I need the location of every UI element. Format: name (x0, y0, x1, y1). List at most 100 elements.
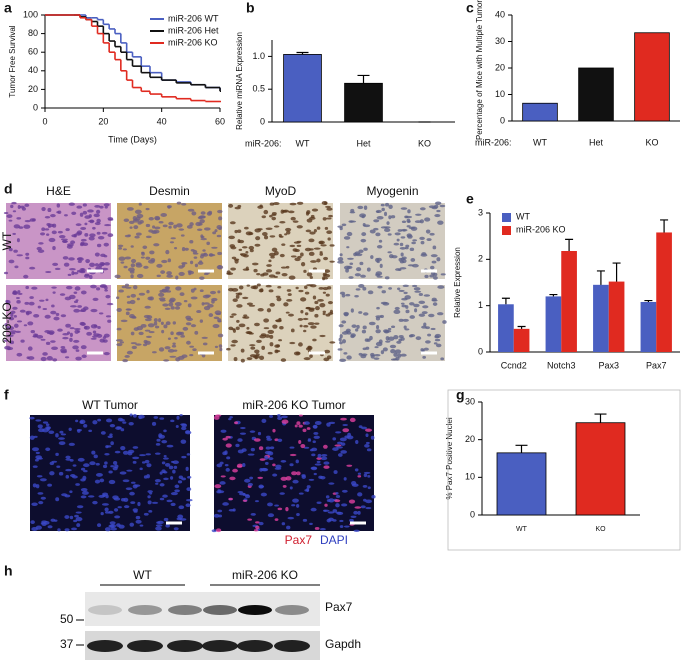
nucleus (280, 459, 287, 463)
nucleus (384, 329, 392, 333)
nucleus (176, 223, 183, 228)
nucleus (346, 231, 353, 237)
nucleus (303, 357, 311, 361)
nucleus (294, 248, 300, 253)
x-tick-label: KO (418, 138, 431, 148)
protein-label: Pax7 (325, 600, 353, 614)
nucleus (268, 289, 274, 293)
nucleus (289, 463, 294, 467)
nucleus (42, 307, 48, 310)
nucleus (245, 231, 253, 236)
nucleus (440, 357, 445, 361)
nucleus (130, 501, 136, 504)
nucleus (29, 435, 35, 440)
nucleus (189, 354, 194, 357)
nucleus (229, 416, 233, 419)
image-title: miR-206 KO Tumor (242, 398, 345, 412)
nucleus (254, 322, 260, 327)
nucleus (267, 329, 275, 334)
nucleus (302, 428, 307, 433)
nucleus (433, 276, 438, 280)
nucleus (373, 353, 381, 357)
column-label: MyoD (265, 184, 297, 198)
marker-label: 50 (60, 612, 74, 626)
nucleus (101, 231, 108, 235)
nucleus (8, 247, 13, 252)
nucleus (302, 518, 308, 522)
panel-letter: b (246, 0, 255, 16)
nucleus (203, 302, 210, 305)
nucleus (197, 228, 203, 231)
nucleus (224, 463, 229, 467)
y-axis-label: % Pax7 Positive Nuclei (445, 417, 454, 499)
nucleus (193, 287, 197, 291)
nucleus (6, 346, 14, 351)
y-tick-label: 0 (478, 346, 483, 356)
nucleus (298, 289, 304, 293)
nucleus (16, 320, 23, 323)
nucleus (137, 221, 142, 225)
nucleus (327, 511, 335, 514)
nucleus (70, 240, 76, 245)
nucleus (397, 287, 401, 291)
nucleus (323, 444, 328, 449)
nucleus (162, 494, 168, 498)
nucleus (148, 509, 153, 513)
nucleus (92, 420, 98, 425)
nucleus (268, 457, 274, 461)
nucleus (382, 347, 388, 352)
nucleus (211, 529, 217, 533)
nucleus (155, 482, 159, 485)
nucleus (327, 237, 331, 241)
nucleus (144, 459, 150, 464)
nucleus (311, 208, 319, 212)
nucleus (97, 325, 101, 329)
nucleus (77, 457, 85, 462)
nucleus (320, 244, 327, 247)
nucleus (436, 209, 441, 213)
nucleus (64, 515, 70, 519)
nucleus (368, 321, 376, 326)
nucleus (434, 333, 442, 339)
nucleus (217, 265, 222, 270)
nucleus (229, 315, 234, 318)
nucleus (241, 246, 248, 249)
nucleus (319, 302, 326, 308)
nucleus (19, 309, 26, 313)
nucleus (89, 262, 96, 267)
nucleus (13, 224, 21, 229)
nucleus (317, 453, 322, 458)
nucleus (425, 229, 431, 234)
nucleus (237, 491, 244, 494)
nucleus (289, 453, 297, 457)
nucleus (394, 306, 400, 310)
nucleus (343, 352, 348, 355)
panel-letter: d (4, 181, 13, 197)
nucleus (96, 231, 101, 235)
nucleus (363, 312, 369, 316)
nucleus (400, 302, 405, 305)
nucleus (170, 237, 176, 240)
nucleus (120, 428, 125, 432)
nucleus (285, 227, 292, 232)
nucleus (294, 257, 301, 262)
nucleus (339, 525, 344, 528)
nucleus (32, 483, 37, 488)
nucleus (388, 204, 393, 210)
nucleus (16, 217, 22, 220)
bar (575, 422, 626, 516)
nucleus (143, 265, 149, 269)
nucleus (369, 335, 373, 341)
nucleus (29, 266, 36, 270)
nucleus (170, 306, 175, 310)
nucleus (196, 310, 202, 314)
nucleus (152, 229, 160, 234)
nucleus (313, 229, 317, 233)
nucleus (58, 471, 64, 476)
nucleus (92, 330, 97, 334)
panel-letter: g (456, 387, 465, 403)
nucleus (128, 422, 134, 426)
nucleus (378, 239, 383, 243)
nucleus (200, 253, 206, 257)
panel-frame (447, 389, 681, 551)
